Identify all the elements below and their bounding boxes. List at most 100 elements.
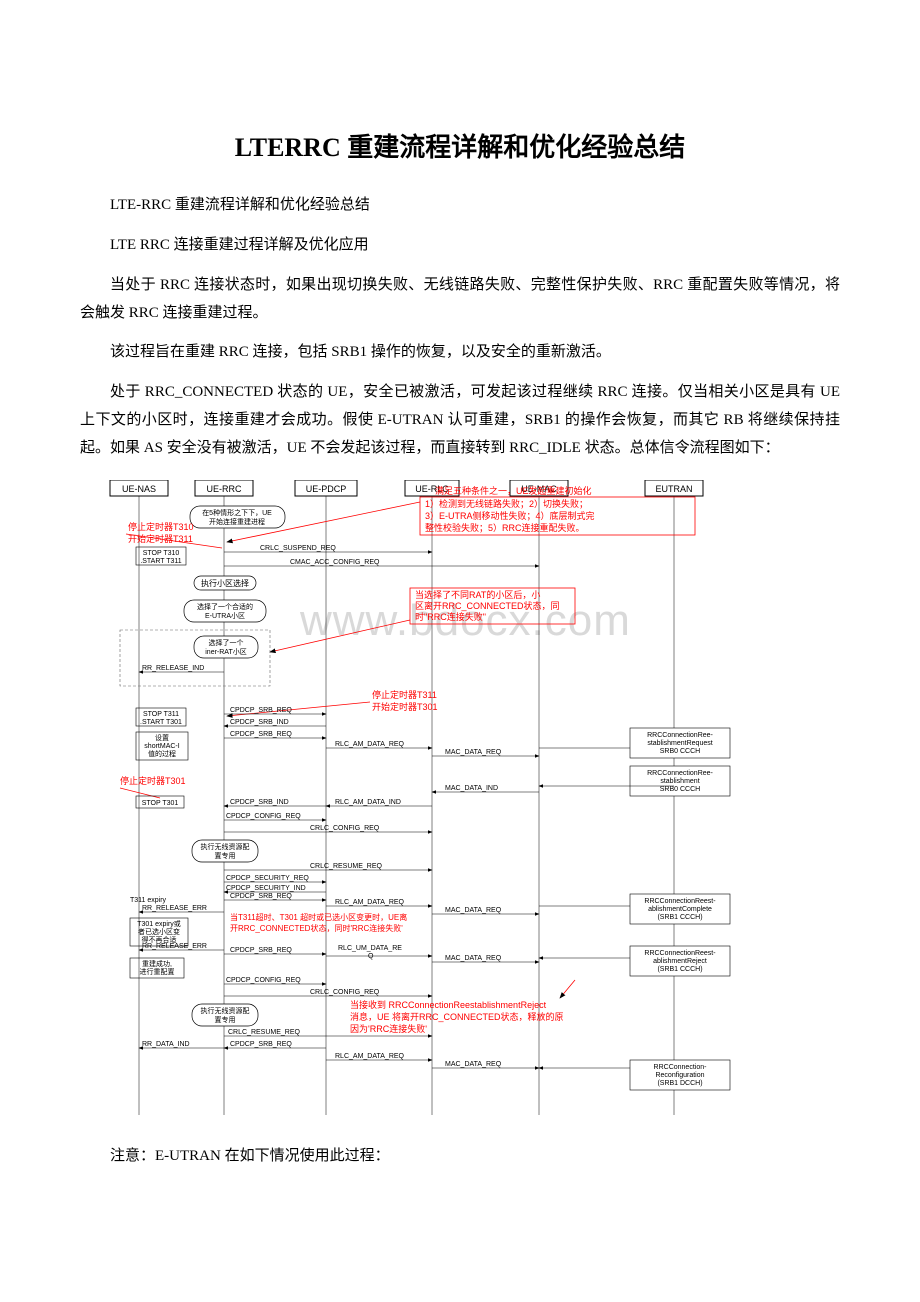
- svg-text:UE-NAS: UE-NAS: [122, 484, 156, 494]
- svg-text:RRCConnection-: RRCConnection-: [654, 1064, 708, 1071]
- svg-text:CPDCP_SRB_IND: CPDCP_SRB_IND: [230, 719, 289, 726]
- svg-text:3）E-UTRA侧移动性失败；4）底层制式完: 3）E-UTRA侧移动性失败；4）底层制式完: [425, 510, 595, 521]
- svg-text:区离开RRC_CONNECTED状态，同: 区离开RRC_CONNECTED状态，同: [415, 600, 560, 611]
- svg-text:因为'RRC连接失败': 因为'RRC连接失败': [350, 1023, 427, 1034]
- svg-text:RR_RELEASE_ERR: RR_RELEASE_ERR: [142, 905, 207, 912]
- paragraph-1: LTE-RRC 重建流程详解和优化经验总结: [80, 192, 840, 220]
- svg-text:RR_DATA_IND: RR_DATA_IND: [142, 1041, 190, 1048]
- svg-text:停止定时器T301: 停止定时器T301: [120, 775, 186, 786]
- svg-text:设置: 设置: [155, 733, 169, 742]
- svg-text:shortMAC-I: shortMAC-I: [144, 743, 179, 750]
- svg-text:CRLC_CONFIG_REQ: CRLC_CONFIG_REQ: [310, 825, 380, 832]
- svg-text:执行无线资源配: 执行无线资源配: [201, 842, 250, 851]
- svg-text:置专用: 置专用: [215, 1015, 236, 1024]
- actors: UE-NAS UE-RRC UE-PDCP UE-RLC UE-MAC EUTR…: [110, 480, 703, 496]
- svg-text:ablishmentReject: ablishmentReject: [653, 958, 707, 965]
- svg-text:EUTRAN: EUTRAN: [655, 484, 692, 494]
- svg-text:STOP T310: STOP T310: [143, 550, 180, 557]
- svg-text:T301 expiry或: T301 expiry或: [137, 919, 181, 928]
- svg-text:1）检测到无线链路失败；2）切换失败；: 1）检测到无线链路失败；2）切换失败；: [425, 498, 588, 509]
- paragraph-5: 处于 RRC_CONNECTED 状态的 UE，安全已被激活，可发起该过程继续 …: [80, 379, 840, 462]
- svg-text:消息，UE 将离开RRC_CONNECTED状态，释放的原: 消息，UE 将离开RRC_CONNECTED状态，释放的原: [350, 1011, 564, 1022]
- svg-text:CMAC_ACC_CONFIG_REQ: CMAC_ACC_CONFIG_REQ: [290, 559, 380, 566]
- svg-text:CPDCP_CONFIG_REQ: CPDCP_CONFIG_REQ: [226, 977, 301, 984]
- svg-text:MAC_DATA_REQ: MAC_DATA_REQ: [445, 955, 502, 962]
- svg-text:开RRC_CONNECTED状态，同时'RRC连接失败': 开RRC_CONNECTED状态，同时'RRC连接失败': [230, 923, 403, 933]
- svg-text:SRB0 CCCH: SRB0 CCCH: [660, 786, 700, 793]
- svg-text:MAC_DATA_REQ: MAC_DATA_REQ: [445, 1061, 502, 1068]
- footer-note: 注意：E-UTRAN 在如下情况使用此过程：: [80, 1143, 840, 1171]
- svg-text:stablishment: stablishment: [660, 778, 699, 785]
- svg-text:RLC_AM_DATA_REQ: RLC_AM_DATA_REQ: [335, 741, 405, 748]
- svg-text:UE-RRC: UE-RRC: [207, 484, 242, 494]
- svg-text:iner-RAT小区: iner-RAT小区: [205, 647, 246, 656]
- paragraph-2: LTE RRC 连接重建过程详解及优化应用: [80, 232, 840, 260]
- svg-text:RLC_AM_DATA_REQ: RLC_AM_DATA_REQ: [335, 899, 405, 906]
- svg-text:CPDCP_SECURITY_IND: CPDCP_SECURITY_IND: [226, 885, 306, 892]
- svg-text:RLC_AM_DATA_REQ: RLC_AM_DATA_REQ: [335, 1053, 405, 1060]
- svg-text:置专用: 置专用: [215, 851, 236, 860]
- svg-text:CPDCP_CONFIG_REQ: CPDCP_CONFIG_REQ: [226, 813, 301, 820]
- svg-text:时"RRC连接失败": 时"RRC连接失败": [415, 611, 486, 622]
- svg-text:ablishmentComplete: ablishmentComplete: [648, 906, 712, 913]
- svg-text:CRLC_SUSPEND_REQ: CRLC_SUSPEND_REQ: [260, 545, 336, 552]
- svg-text:CRLC_RESUME_REQ: CRLC_RESUME_REQ: [228, 1029, 301, 1036]
- svg-text:STOP T301: STOP T301: [142, 800, 179, 807]
- paragraph-4: 该过程旨在重建 RRC 连接，包括 SRB1 操作的恢复，以及安全的重新激活。: [80, 339, 840, 367]
- svg-text:(SRB1 DCCH): (SRB1 DCCH): [657, 1080, 702, 1087]
- svg-text:RLC_AM_DATA_IND: RLC_AM_DATA_IND: [335, 799, 401, 806]
- svg-text:停止定时器T311: 停止定时器T311: [372, 689, 437, 700]
- svg-text:RR_RELEASE_ERR: RR_RELEASE_ERR: [142, 943, 207, 950]
- svg-text:当选择了不同RAT的小区后，小: 当选择了不同RAT的小区后，小: [415, 589, 540, 600]
- svg-text:CRLC_CONFIG_REQ: CRLC_CONFIG_REQ: [310, 989, 380, 996]
- svg-text:(SRB1 CCCH): (SRB1 CCCH): [657, 966, 702, 973]
- red-top-condition: 满足五种条件之一，UE发起重建初始化: [435, 485, 592, 496]
- svg-text:值的过程: 值的过程: [148, 749, 176, 758]
- svg-text:STOP T311: STOP T311: [143, 711, 179, 718]
- svg-text:重建成功,: 重建成功,: [142, 959, 172, 968]
- paragraph-3: 当处于 RRC 连接状态时，如果出现切换失败、无线链路失败、完整性保护失败、RR…: [80, 272, 840, 328]
- sequence-diagram: www.bdocx.com UE-NAS UE-RRC UE-PDCP UE-R…: [100, 480, 840, 1125]
- svg-text:RRCConnectionReest-: RRCConnectionReest-: [644, 898, 716, 905]
- svg-text:Reconfiguration: Reconfiguration: [655, 1072, 704, 1079]
- svg-text:开始连接重建进程: 开始连接重建进程: [209, 517, 265, 526]
- svg-text:CPDCP_SECURITY_REQ: CPDCP_SECURITY_REQ: [226, 875, 309, 882]
- page-title: LTERRC 重建流程详解和优化经验总结: [80, 127, 840, 164]
- svg-text:RR_RELEASE_IND: RR_RELEASE_IND: [142, 665, 204, 672]
- svg-text:CRLC_RESUME_REQ: CRLC_RESUME_REQ: [310, 863, 383, 870]
- svg-text:者已选小区变: 者已选小区变: [138, 927, 180, 936]
- svg-text:CPDCP_SRB_REQ: CPDCP_SRB_REQ: [230, 947, 292, 954]
- svg-text:stablishmentRequest: stablishmentRequest: [647, 740, 712, 747]
- svg-text:MAC_DATA_IND: MAC_DATA_IND: [445, 785, 498, 792]
- svg-text:选择了一个合适的: 选择了一个合适的: [197, 602, 253, 611]
- svg-text:RRCConnectionReest-: RRCConnectionReest-: [644, 950, 716, 957]
- svg-text:RLC_UM_DATA_RE: RLC_UM_DATA_RE: [338, 945, 402, 952]
- svg-text:T311 expiry: T311 expiry: [130, 897, 167, 904]
- svg-text:RRCConnectionRee-: RRCConnectionRee-: [647, 732, 713, 739]
- svg-text:当T311超时、T301 超时或已选小区变更时，UE离: 当T311超时、T301 超时或已选小区变更时，UE离: [230, 912, 407, 922]
- svg-text:MAC_DATA_REQ: MAC_DATA_REQ: [445, 749, 502, 756]
- svg-text:CPDCP_SRB_REQ: CPDCP_SRB_REQ: [230, 893, 292, 900]
- svg-text:进行重配置: 进行重配置: [140, 967, 175, 976]
- svg-text:CPDCP_SRB_IND: CPDCP_SRB_IND: [230, 799, 289, 806]
- svg-text:执行小区选择: 执行小区选择: [201, 578, 249, 588]
- svg-text:UE-PDCP: UE-PDCP: [306, 484, 347, 494]
- svg-text:(SRB1 CCCH): (SRB1 CCCH): [657, 914, 702, 921]
- svg-text:MAC_DATA_REQ: MAC_DATA_REQ: [445, 907, 502, 914]
- svg-text:选择了一个: 选择了一个: [209, 638, 244, 647]
- svg-text:当接收到 RRCConnectionReestablishm: 当接收到 RRCConnectionReestablishmentReject: [350, 999, 547, 1010]
- svg-text:CPDCP_SRB_REQ: CPDCP_SRB_REQ: [230, 731, 292, 738]
- svg-text:停止定时器T310: 停止定时器T310: [128, 521, 194, 532]
- svg-text:CPDCP_SRB_REQ: CPDCP_SRB_REQ: [230, 707, 292, 714]
- svg-text:.START T311: .START T311: [140, 558, 181, 565]
- svg-text:RRCConnectionRee-: RRCConnectionRee-: [647, 770, 713, 777]
- svg-text:执行无线资源配: 执行无线资源配: [201, 1006, 250, 1015]
- svg-text:在5种情形之下下，UE: 在5种情形之下下，UE: [202, 508, 272, 517]
- svg-text:.START T301: .START T301: [140, 719, 182, 726]
- svg-text:整性校验失败；5）RRC连接重配失败。: 整性校验失败；5）RRC连接重配失败。: [425, 522, 585, 533]
- svg-text:开始定时器T301: 开始定时器T301: [372, 701, 438, 712]
- svg-text:SRB0 CCCH: SRB0 CCCH: [660, 748, 700, 755]
- svg-text:Q: Q: [368, 953, 374, 960]
- svg-text:E-UTRA小区: E-UTRA小区: [205, 611, 245, 620]
- svg-text:CPDCP_SRB_REQ: CPDCP_SRB_REQ: [230, 1041, 292, 1048]
